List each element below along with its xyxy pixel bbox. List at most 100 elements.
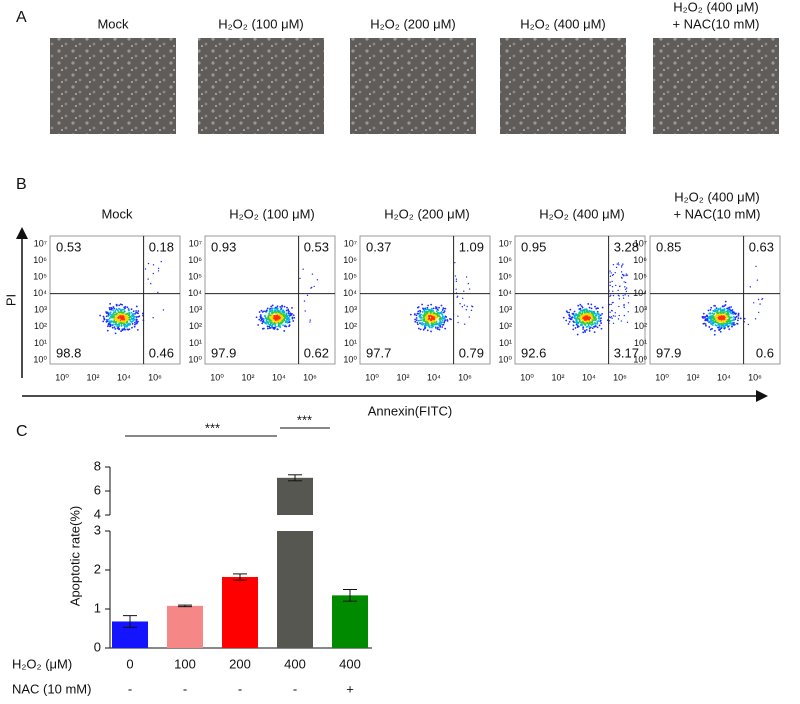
event-dot <box>274 313 277 315</box>
event-dot <box>131 320 133 323</box>
event-dot <box>263 318 265 320</box>
event-dot <box>614 271 616 274</box>
event-dot <box>596 311 599 314</box>
event-dot <box>432 325 435 328</box>
event-dot <box>573 310 576 313</box>
event-dot <box>582 328 585 330</box>
event-dot <box>611 280 613 283</box>
event-dot <box>276 307 279 310</box>
event-dot <box>624 281 627 284</box>
y-tick-label: 10³ <box>34 305 47 315</box>
y-tick-label: 10⁵ <box>188 272 202 282</box>
event-dot <box>430 330 432 333</box>
event-dot <box>436 327 439 330</box>
event-dot <box>260 316 263 319</box>
event-dot <box>291 317 294 320</box>
event-dot <box>722 309 724 312</box>
event-dot <box>435 310 438 313</box>
event-dot <box>132 310 135 313</box>
event-dot <box>468 316 471 318</box>
y-axis-label: Apoptotic rate(%) <box>67 506 82 606</box>
event-dot <box>471 305 474 308</box>
event-dot <box>277 322 280 324</box>
event-dot <box>590 307 593 310</box>
event-dot <box>430 323 433 325</box>
event-dot <box>113 315 115 318</box>
event-dot <box>617 289 619 292</box>
event-dot <box>712 310 715 313</box>
event-dot <box>436 323 439 325</box>
event-dot <box>588 306 591 309</box>
y-tick-label: 10¹ <box>499 338 512 348</box>
event-dot <box>270 318 273 321</box>
event-dot <box>122 308 125 311</box>
event-dot <box>620 271 623 273</box>
event-dot <box>124 323 127 326</box>
event-dot <box>734 316 737 319</box>
plot-frame <box>649 235 781 365</box>
event-dot <box>285 312 288 315</box>
event-dot <box>591 310 593 313</box>
event-dot <box>299 277 301 280</box>
event-dot <box>620 276 623 279</box>
panel-title: H₂O₂ (100 μM) <box>229 206 314 221</box>
event-dot <box>269 307 272 310</box>
event-dot <box>707 309 710 312</box>
event-dot <box>157 270 160 272</box>
event-dot <box>712 315 715 318</box>
event-dot <box>622 297 625 299</box>
y-tick-label: 10¹ <box>189 338 202 348</box>
event-dot <box>743 317 746 320</box>
event-dot <box>588 309 591 312</box>
event-dot <box>627 311 629 313</box>
x-tick-label: 10⁴ <box>272 372 286 382</box>
event-dot <box>106 325 109 328</box>
event-dot <box>136 311 139 314</box>
event-dot <box>467 282 470 285</box>
event-dot <box>724 327 726 329</box>
event-dot <box>572 328 575 331</box>
event-dot <box>269 314 272 317</box>
event-dot <box>584 308 586 311</box>
quadrant-value: 0.53 <box>304 239 329 254</box>
event-dot <box>116 315 119 318</box>
event-dot <box>292 320 295 322</box>
event-dot <box>118 307 120 310</box>
event-dot <box>576 333 579 336</box>
y-tick-label: 10³ <box>634 305 647 315</box>
event-dot <box>291 307 293 309</box>
event-dot <box>719 312 722 314</box>
event-dot <box>421 303 423 306</box>
event-dot <box>623 303 625 306</box>
event-dot <box>583 319 586 321</box>
event-dot <box>595 314 597 317</box>
event-dot <box>274 325 277 328</box>
event-dot <box>108 317 111 320</box>
event-dot <box>579 307 582 310</box>
event-dot <box>413 313 416 315</box>
event-dot <box>109 323 112 326</box>
event-dot <box>455 288 457 290</box>
event-dot <box>435 316 438 319</box>
event-dot <box>731 319 734 322</box>
x-tick-label: 10⁰ <box>55 372 69 382</box>
event-dot <box>111 313 114 315</box>
event-dot <box>597 315 600 318</box>
event-dot <box>272 327 275 330</box>
event-dot <box>279 320 282 322</box>
event-dot <box>626 321 629 324</box>
y-tick-label: 10² <box>634 321 647 331</box>
micrograph <box>653 38 779 134</box>
event-dot <box>581 311 584 313</box>
event-dot <box>426 310 429 313</box>
event-dot <box>724 322 727 325</box>
event-dot <box>152 272 155 275</box>
event-dot <box>620 266 623 268</box>
event-dot <box>123 318 126 321</box>
x-tick-label: 10⁴ <box>717 372 731 382</box>
event-dot <box>755 265 757 268</box>
y-tick-label: 10¹ <box>34 338 47 348</box>
event-dot <box>595 318 598 321</box>
event-dot <box>621 273 624 276</box>
event-dot <box>427 323 429 325</box>
